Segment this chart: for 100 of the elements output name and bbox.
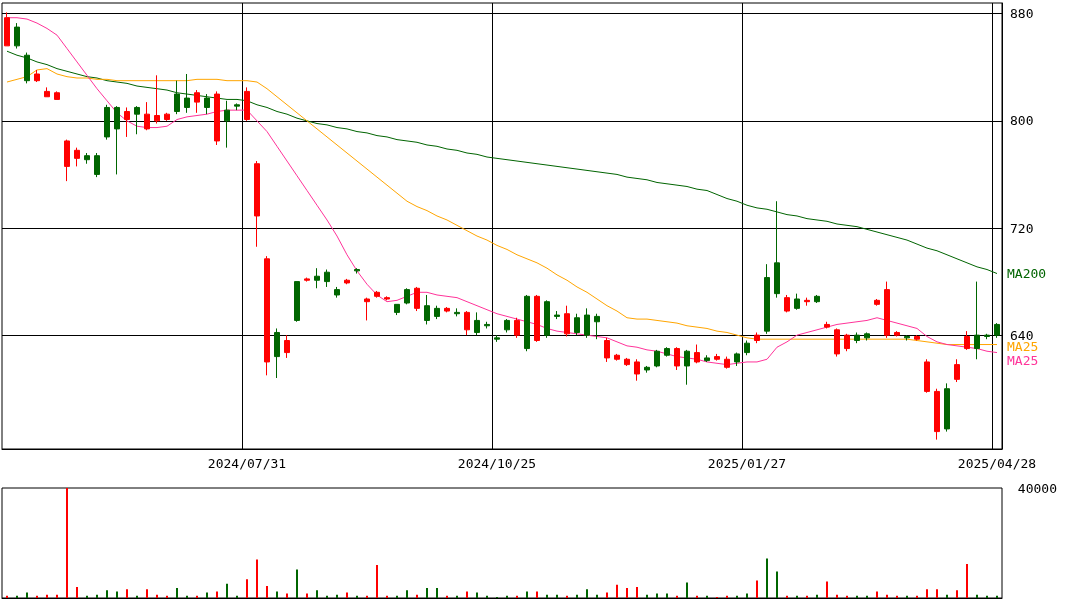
- bar: [916, 595, 918, 598]
- bar: [206, 592, 208, 598]
- candlestick: [684, 349, 690, 386]
- bar: [396, 595, 398, 598]
- candlestick: [464, 310, 470, 336]
- bar: [956, 590, 958, 598]
- candlestick: [34, 69, 40, 83]
- bar: [936, 589, 938, 598]
- y-tick-label: 880: [1010, 6, 1034, 22]
- bar: [166, 595, 168, 598]
- candlestick: [264, 255, 270, 376]
- candlestick: [194, 89, 200, 114]
- candlestick: [554, 310, 560, 320]
- bar: [776, 571, 778, 598]
- candlestick: [984, 333, 990, 340]
- candlestick: [304, 277, 310, 283]
- candlestick: [64, 139, 70, 182]
- bar: [616, 584, 618, 598]
- candlestick: [804, 297, 810, 307]
- candlestick: [654, 349, 660, 368]
- bar: [896, 595, 898, 598]
- bar: [876, 591, 878, 598]
- candlestick: [444, 306, 450, 313]
- candlestick: [644, 365, 650, 374]
- candlestick: [564, 305, 570, 337]
- candlestick: [824, 321, 830, 329]
- candlestick: [834, 327, 840, 358]
- candlestick: [84, 152, 90, 165]
- bar: [626, 588, 628, 598]
- candlestick: [434, 305, 440, 320]
- bar: [246, 579, 248, 598]
- candlestick: [54, 90, 60, 100]
- x-tick-label: 2024/07/31: [207, 456, 287, 471]
- candlestick: [904, 334, 910, 342]
- bar: [566, 595, 568, 598]
- x-tick-label: 2025/01/27: [707, 456, 787, 471]
- candlestick: [944, 382, 950, 433]
- bar: [26, 592, 28, 598]
- y-tick-label: 720: [1010, 220, 1034, 236]
- candlestick: [174, 80, 180, 115]
- bar: [796, 595, 798, 598]
- bar: [226, 583, 228, 598]
- bar: [106, 590, 108, 598]
- candlestick: [374, 290, 380, 299]
- bar: [446, 595, 448, 598]
- candlestick: [994, 322, 1000, 339]
- bar: [506, 595, 508, 598]
- candlestick: [534, 294, 540, 343]
- candlestick: [114, 105, 120, 175]
- candlestick: [714, 353, 720, 362]
- candlestick: [144, 101, 150, 131]
- candlestick: [364, 297, 370, 321]
- candlestick: [814, 294, 820, 304]
- bar: [176, 588, 178, 598]
- candlestick: [664, 346, 670, 358]
- candlestick: [584, 307, 590, 339]
- bar: [826, 581, 828, 598]
- bar: [966, 563, 968, 598]
- candlestick: [764, 263, 770, 335]
- bar: [216, 591, 218, 598]
- bar: [866, 595, 868, 598]
- bar: [526, 591, 528, 598]
- bar: [476, 592, 478, 598]
- candlestick: [344, 278, 350, 285]
- candlestick: [494, 334, 500, 343]
- candlestick: [104, 104, 110, 141]
- text: 40000: [1017, 481, 1058, 496]
- candlestick: [604, 337, 610, 363]
- candlestick: [274, 327, 280, 379]
- candlestick: [854, 331, 860, 344]
- bar: [996, 595, 998, 598]
- bar: [6, 595, 8, 598]
- bar: [436, 588, 438, 598]
- candlestick: [134, 105, 140, 135]
- candlestick: [4, 11, 10, 47]
- candlestick: [674, 346, 680, 371]
- candlestick: [524, 294, 530, 352]
- candlestick: [894, 330, 900, 337]
- candlestick: [154, 74, 160, 125]
- candlestick: [754, 331, 760, 344]
- bar: [536, 591, 538, 598]
- bar: [346, 592, 348, 598]
- bar: [256, 559, 258, 598]
- bar: [86, 595, 88, 598]
- candlestick: [484, 321, 490, 329]
- candlestick: [734, 352, 740, 367]
- bar: [516, 595, 518, 598]
- bar: [136, 595, 138, 598]
- candlestick: [744, 340, 750, 356]
- bar: [486, 595, 488, 598]
- bar: [846, 595, 848, 598]
- bar: [296, 569, 298, 598]
- candlestick: [504, 318, 510, 333]
- candlestick: [324, 269, 330, 288]
- candlestick: [594, 313, 600, 340]
- bar: [676, 595, 678, 598]
- candlestick: [514, 317, 520, 339]
- candlestick: [314, 267, 320, 289]
- bar: [686, 582, 688, 598]
- bar: [126, 589, 128, 598]
